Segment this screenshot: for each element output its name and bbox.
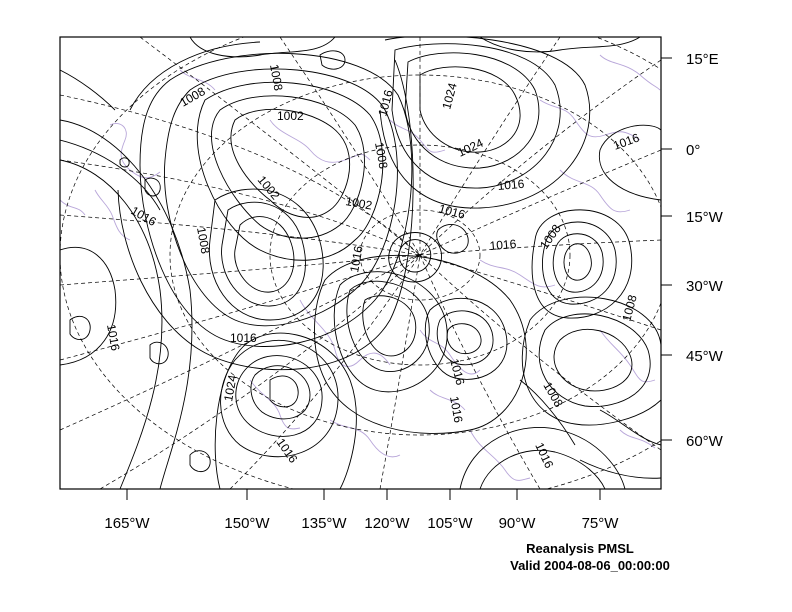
- contour-label: 1016: [611, 130, 641, 152]
- contour-label: 1008: [372, 141, 390, 170]
- map-plot-area: 1008 1008 1002 1024 1016 1008 1024 1016 …: [60, 37, 661, 489]
- caption-valid-time: Valid 2004-08-06_00:00:00: [510, 558, 670, 573]
- contour-label: 1016: [437, 201, 467, 222]
- x-axis-labels: 165°W 150°W 135°W 120°W 105°W 90°W 75°W: [104, 515, 619, 532]
- contour-label: 1016: [129, 203, 159, 229]
- contour-label: 1002: [344, 194, 373, 212]
- y-tick-label: 0°: [686, 142, 700, 159]
- contour-label: 1016: [497, 177, 525, 193]
- contour-label: 1024: [221, 373, 239, 402]
- contour-label: 1008: [619, 293, 640, 323]
- contour-label: 1016: [375, 88, 396, 118]
- isobars: [60, 37, 661, 489]
- contour-label: 1016: [532, 440, 556, 470]
- y-axis-ticks: [661, 57, 672, 441]
- x-tick-label: 75°W: [582, 515, 620, 532]
- y-tick-label: 60°W: [686, 433, 724, 450]
- contour-label: 1016: [274, 436, 301, 466]
- y-tick-label: 15°W: [686, 209, 724, 226]
- x-tick-label: 90°W: [499, 515, 537, 532]
- x-tick-label: 165°W: [104, 515, 150, 532]
- contour-label: 1002: [255, 173, 283, 203]
- contour-label: 1016: [447, 395, 465, 424]
- contour-label: 1024: [455, 136, 485, 160]
- y-axis-labels: 15°E 0° 15°W 30°W 45°W 60°W: [686, 51, 724, 450]
- x-axis-ticks: [126, 489, 601, 500]
- contour-label: 1008: [540, 380, 566, 410]
- x-tick-label: 120°W: [364, 515, 410, 532]
- y-tick-label: 15°E: [686, 51, 719, 68]
- x-tick-label: 150°W: [224, 515, 270, 532]
- contour-label: 1008: [194, 226, 212, 255]
- contour-label: 1016: [489, 237, 517, 253]
- y-tick-label: 45°W: [686, 348, 724, 365]
- x-tick-label: 135°W: [301, 515, 347, 532]
- contour-label: 1016: [447, 357, 468, 387]
- contour-label: 1008: [267, 63, 285, 92]
- contour-label: 1024: [439, 81, 460, 111]
- contour-labels: 1008 1008 1002 1024 1016 1008 1024 1016 …: [104, 63, 641, 471]
- graticule: [60, 37, 661, 489]
- contour-label: 1016: [230, 331, 257, 345]
- caption-title: Reanalysis PMSL: [526, 541, 634, 556]
- plot-frame: [59, 36, 662, 490]
- contour-label: 1008: [178, 84, 208, 110]
- contour-label: 1016: [104, 323, 122, 352]
- x-tick-label: 105°W: [427, 515, 473, 532]
- contour-label: 1016: [347, 244, 365, 273]
- contour-label: 1002: [277, 109, 304, 123]
- y-tick-label: 30°W: [686, 278, 724, 295]
